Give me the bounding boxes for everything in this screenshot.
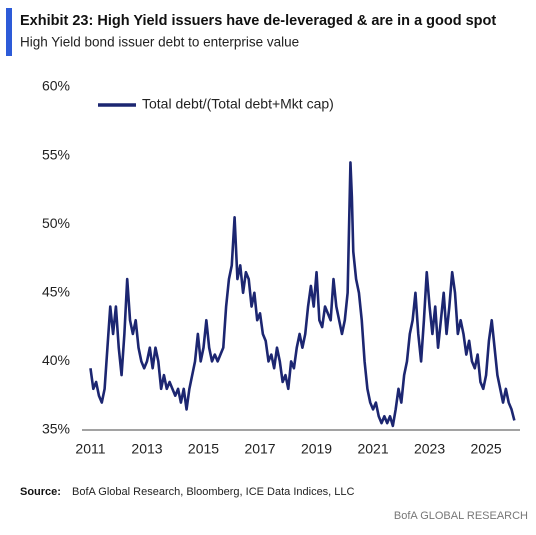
chart-title: Exhibit 23: High Yield issuers have de-l… [20,13,496,29]
y-tick-label: 40% [42,352,70,368]
x-tick-label: 2011 [75,441,105,457]
legend-label: Total debt/(Total debt+Mkt cap) [142,96,334,112]
x-tick-label: 2019 [301,441,332,457]
x-tick-label: 2015 [188,441,219,457]
chart-subtitle: High Yield bond issuer debt to enterpris… [20,35,299,50]
y-tick-label: 35% [42,421,70,437]
y-tick-label: 55% [42,146,70,162]
source: BofA Global Research, Bloomberg, ICE Dat… [72,486,355,498]
x-tick-label: 2017 [244,441,275,457]
x-tick-label: 2021 [357,441,388,457]
y-tick-label: 50% [42,215,70,231]
footer: BofA GLOBAL RESEARCH [394,510,528,522]
x-tick-label: 2025 [471,441,502,457]
y-tick-label: 60% [42,78,70,94]
y-tick-label: 45% [42,284,70,300]
title-bar [6,8,12,56]
line-series [89,161,516,428]
x-tick-label: 2013 [131,441,162,457]
x-tick-label: 2023 [414,441,445,457]
source-label: Source: [20,486,61,498]
